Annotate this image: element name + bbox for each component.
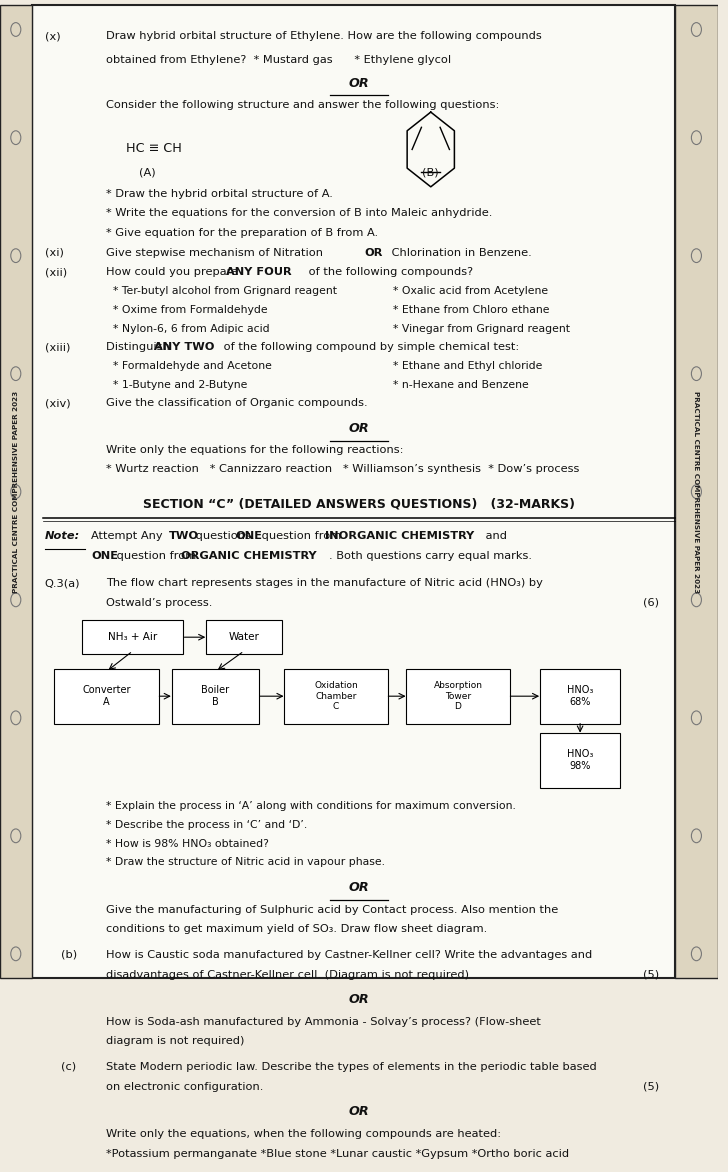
Text: How is Soda-ash manufactured by Ammonia - Solvay’s process? (Flow-sheet: How is Soda-ash manufactured by Ammonia … [106, 1017, 541, 1027]
Text: (6): (6) [643, 598, 659, 608]
Text: Give stepwise mechanism of Nitration: Give stepwise mechanism of Nitration [106, 247, 327, 258]
Text: (xiii): (xiii) [44, 342, 70, 353]
Text: (xii): (xii) [44, 267, 67, 278]
FancyBboxPatch shape [540, 732, 620, 788]
FancyBboxPatch shape [32, 5, 675, 979]
FancyBboxPatch shape [82, 620, 183, 654]
Bar [0, 5, 32, 979]
Text: * Ethane from Chloro ethane: * Ethane from Chloro ethane [393, 305, 550, 315]
FancyBboxPatch shape [540, 669, 620, 724]
Text: OR: OR [349, 881, 369, 894]
Text: questions.: questions. [191, 531, 258, 541]
Text: * Write the equations for the conversion of B into Maleic anhydride.: * Write the equations for the conversion… [106, 209, 493, 218]
Text: * Ter-butyl alcohol from Grignard reagent: * Ter-butyl alcohol from Grignard reagen… [114, 286, 338, 297]
Text: of the following compound by simple chemical test:: of the following compound by simple chem… [220, 342, 519, 353]
Text: PRACTICAL CENTRE COMPREHENSIVE PAPER 2023: PRACTICAL CENTRE COMPREHENSIVE PAPER 202… [13, 390, 19, 593]
Text: (xi): (xi) [44, 247, 63, 258]
Text: * 1-Butyne and 2-Butyne: * 1-Butyne and 2-Butyne [114, 380, 248, 389]
Text: * Give equation for the preparation of B from A.: * Give equation for the preparation of B… [106, 229, 379, 238]
Text: HC ≡ CH: HC ≡ CH [126, 142, 181, 155]
Text: ORGANIC CHEMISTRY: ORGANIC CHEMISTRY [181, 551, 317, 560]
Text: * Formaldehyde and Acetone: * Formaldehyde and Acetone [114, 361, 272, 370]
Text: . Both questions carry equal marks.: . Both questions carry equal marks. [329, 551, 532, 560]
FancyBboxPatch shape [54, 669, 159, 724]
Text: and: and [483, 531, 507, 541]
Text: (B): (B) [422, 168, 439, 177]
Text: (x): (x) [44, 32, 60, 41]
Text: obtained from Ethylene?  * Mustard gas      * Ethylene glycol: obtained from Ethylene? * Mustard gas * … [106, 55, 451, 66]
Text: of the following compounds?: of the following compounds? [305, 267, 473, 278]
Text: * Vinegar from Grignard reagent: * Vinegar from Grignard reagent [393, 323, 571, 334]
Text: * Nylon-6, 6 from Adipic acid: * Nylon-6, 6 from Adipic acid [114, 323, 270, 334]
Text: SECTION “C” (DETAILED ANSWERS QUESTIONS)   (32-MARKS): SECTION “C” (DETAILED ANSWERS QUESTIONS)… [143, 498, 575, 511]
Text: *Potassium permanganate *Blue stone *Lunar caustic *Gypsum *Ortho boric acid: *Potassium permanganate *Blue stone *Lun… [106, 1149, 569, 1158]
Text: Ostwald’s process.: Ostwald’s process. [106, 598, 213, 608]
Text: Converter
A: Converter A [82, 686, 130, 707]
Text: ONE: ONE [91, 551, 118, 560]
Text: State Modern periodic law. Describe the types of elements in the periodic table : State Modern periodic law. Describe the … [106, 1062, 597, 1072]
Text: * Oxime from Formaldehyde: * Oxime from Formaldehyde [114, 305, 268, 315]
Text: OR: OR [349, 422, 369, 435]
Bar [675, 5, 718, 979]
Text: TWO: TWO [169, 531, 199, 541]
Text: HNO₃
68%: HNO₃ 68% [567, 686, 593, 707]
Text: How is Caustic soda manufactured by Castner-Kellner cell? Write the advantages a: How is Caustic soda manufactured by Cast… [106, 949, 593, 960]
Text: How could you prepare: How could you prepare [106, 267, 242, 278]
Text: (b): (b) [61, 949, 77, 960]
Text: ANY FOUR: ANY FOUR [226, 267, 292, 278]
Text: * Describe the process in ‘C’ and ‘D’.: * Describe the process in ‘C’ and ‘D’. [106, 820, 307, 830]
Text: * Ethane and Ethyl chloride: * Ethane and Ethyl chloride [393, 361, 543, 370]
FancyBboxPatch shape [285, 669, 388, 724]
Text: question from: question from [258, 531, 345, 541]
Text: Note:: Note: [44, 531, 79, 541]
Text: Q.3(a): Q.3(a) [44, 578, 80, 588]
Text: OR: OR [349, 1105, 369, 1118]
Text: on electronic configuration.: on electronic configuration. [106, 1082, 264, 1091]
Text: OR: OR [349, 76, 369, 90]
Text: Chlorination in Benzene.: Chlorination in Benzene. [388, 247, 531, 258]
Text: * How is 98% HNO₃ obtained?: * How is 98% HNO₃ obtained? [106, 839, 269, 849]
Text: Attempt Any: Attempt Any [91, 531, 167, 541]
Text: question from: question from [114, 551, 200, 560]
Text: Distinguish: Distinguish [106, 342, 174, 353]
Text: Give the classification of Organic compounds.: Give the classification of Organic compo… [106, 398, 368, 408]
Text: (5): (5) [643, 969, 659, 980]
Text: conditions to get maximum yield of SO₃. Draw flow sheet diagram.: conditions to get maximum yield of SO₃. … [106, 925, 488, 934]
Text: * Explain the process in ‘A’ along with conditions for maximum conversion.: * Explain the process in ‘A’ along with … [106, 802, 516, 811]
FancyBboxPatch shape [172, 669, 259, 724]
Text: PRACTICAL CENTRE COMPREHENSIVE PAPER 2023: PRACTICAL CENTRE COMPREHENSIVE PAPER 202… [693, 390, 700, 593]
Text: Absorption
Tower
D: Absorption Tower D [434, 681, 483, 711]
Text: (c): (c) [61, 1062, 76, 1072]
Text: (A): (A) [139, 168, 156, 177]
Text: Give the manufacturing of Sulphuric acid by Contact process. Also mention the: Give the manufacturing of Sulphuric acid… [106, 905, 558, 914]
Text: Write only the equations for the following reactions:: Write only the equations for the followi… [106, 445, 404, 456]
FancyBboxPatch shape [206, 620, 282, 654]
Text: disadvantages of Castner-Kellner cell. (Diagram is not required): disadvantages of Castner-Kellner cell. (… [106, 969, 470, 980]
Text: Oxidation
Chamber
C: Oxidation Chamber C [314, 681, 358, 711]
Text: Boiler
B: Boiler B [202, 686, 229, 707]
Text: Draw hybrid orbital structure of Ethylene. How are the following compounds: Draw hybrid orbital structure of Ethylen… [106, 32, 542, 41]
Text: * n-Hexane and Benzene: * n-Hexane and Benzene [393, 380, 529, 389]
Text: (5): (5) [643, 1082, 659, 1091]
Text: OR: OR [365, 247, 383, 258]
Text: NH₃ + Air: NH₃ + Air [108, 632, 157, 642]
Text: diagram is not required): diagram is not required) [106, 1036, 245, 1047]
Text: * Oxalic acid from Acetylene: * Oxalic acid from Acetylene [393, 286, 549, 297]
Text: (xiv): (xiv) [44, 398, 70, 408]
Text: * Draw the structure of Nitric acid in vapour phase.: * Draw the structure of Nitric acid in v… [106, 858, 385, 867]
Text: HNO₃
98%: HNO₃ 98% [567, 749, 593, 771]
Text: Write only the equations, when the following compounds are heated:: Write only the equations, when the follo… [106, 1129, 502, 1139]
FancyBboxPatch shape [406, 669, 510, 724]
Text: ONE: ONE [235, 531, 263, 541]
Text: Water: Water [229, 632, 260, 642]
Text: ANY TWO: ANY TWO [154, 342, 215, 353]
Text: Consider the following structure and answer the following questions:: Consider the following structure and ans… [106, 101, 499, 110]
Text: * Wurtz reaction   * Cannizzaro reaction   * Williamson’s synthesis  * Dow’s pro: * Wurtz reaction * Cannizzaro reaction *… [106, 464, 579, 475]
Text: OR: OR [349, 993, 369, 1006]
Text: INORGANIC CHEMISTRY: INORGANIC CHEMISTRY [325, 531, 474, 541]
Text: The flow chart represents stages in the manufacture of Nitric acid (HNO₃) by: The flow chart represents stages in the … [106, 578, 543, 588]
Text: * Draw the hybrid orbital structure of A.: * Draw the hybrid orbital structure of A… [106, 189, 333, 199]
